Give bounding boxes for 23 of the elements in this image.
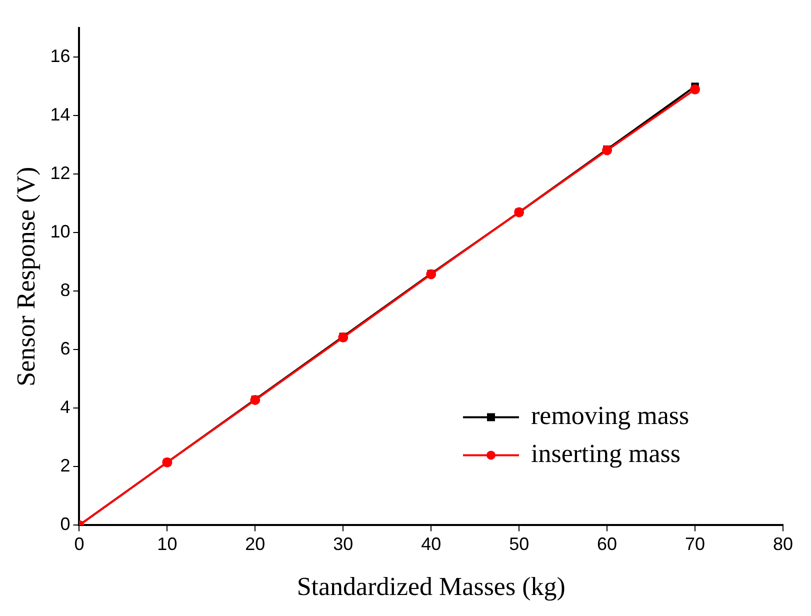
x-tick-label: 20 [245,534,266,554]
y-tick-label: 0 [60,514,70,534]
y-tick-label: 14 [50,104,70,125]
x-tick-label: 50 [509,534,530,554]
y-tick-label: 4 [60,397,70,418]
legend-label: inserting mass [531,439,680,468]
point [690,84,700,94]
y-tick-label: 12 [50,163,70,184]
x-tick-label: 0 [74,534,84,554]
x-tick-label: 60 [597,534,618,554]
x-tick-label: 70 [685,534,706,554]
y-tick-label: 6 [60,338,70,359]
y-tick-label: 8 [60,280,70,300]
y-tick-label: 2 [60,456,70,476]
legend-label: removing mass [531,401,690,430]
x-tick-label: 30 [333,534,354,554]
x-tick-label: 80 [772,534,794,554]
y-tick-label: 16 [50,46,70,66]
y-tick-label: 10 [50,222,70,242]
x-axis-title: Standardized Masses (kg) [296,572,566,602]
y-axis-title: Sensor Response (V) [11,166,40,386]
x-tick-label: 40 [421,534,442,554]
x-tick-label: 10 [157,534,178,554]
